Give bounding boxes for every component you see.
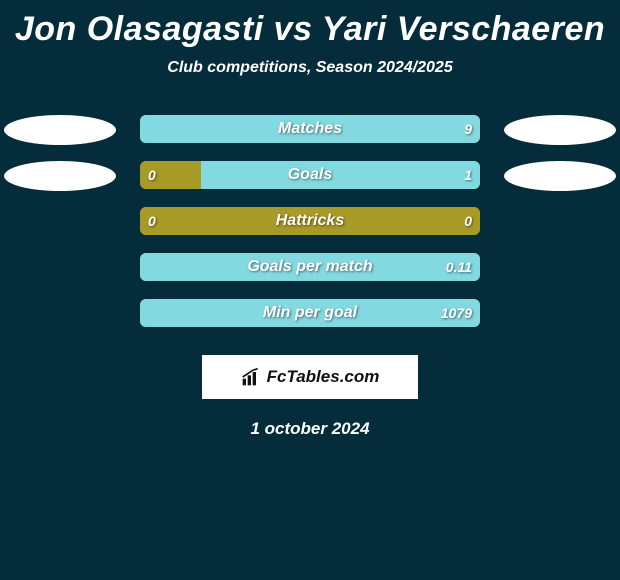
player2-value: 0 [464,207,472,235]
chart-icon [241,367,261,387]
stat-bar: Hattricks0 0 [140,207,480,235]
stat-row: Goals per match0.11 [0,245,620,291]
player2-oval [504,115,616,145]
stat-label: Goals [140,161,480,189]
player2-value: 1079 [441,299,472,327]
stat-row: Matches9 [0,107,620,153]
stat-label: Matches [140,115,480,143]
player2-value: 0.11 [446,253,472,281]
stat-bar: Goals per match0.11 [140,253,480,281]
stat-label: Min per goal [140,299,480,327]
player1-value: 0 [148,207,156,235]
page-title: Jon Olasagasti vs Yari Verschaeren [0,0,620,49]
stat-row: Goals0 1 [0,153,620,199]
subtitle: Club competitions, Season 2024/2025 [0,59,620,77]
brand-badge[interactable]: FcTables.com [202,355,418,399]
stat-bar: Matches9 [140,115,480,143]
stat-bar: Goals0 1 [140,161,480,189]
player1-value: 0 [148,161,156,189]
brand-text: FcTables.com [267,367,380,387]
player2-value: 1 [464,161,472,189]
player2-value: 9 [464,115,472,143]
stat-label: Hattricks [140,207,480,235]
stat-bar: Min per goal1079 [140,299,480,327]
stat-label: Goals per match [140,253,480,281]
player1-oval [4,161,116,191]
stats-container: Matches9Goals01Hattricks00Goals per matc… [0,107,620,337]
date-line: 1 october 2024 [0,419,620,439]
stat-row: Hattricks0 0 [0,199,620,245]
player1-oval [4,115,116,145]
stat-row: Min per goal1079 [0,291,620,337]
player2-oval [504,161,616,191]
